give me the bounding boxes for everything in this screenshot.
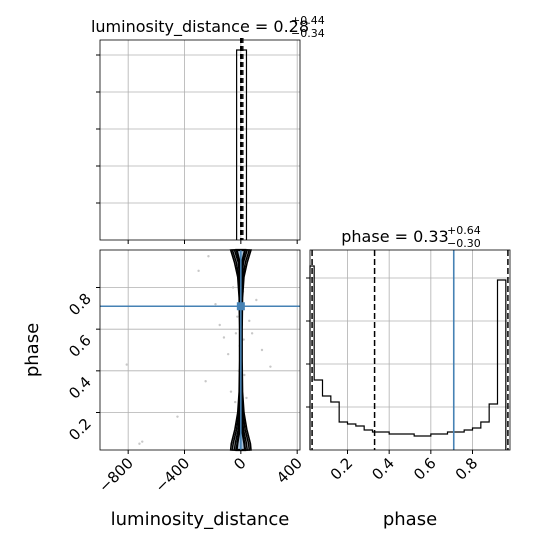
- scatter-point-32: [255, 298, 258, 302]
- tick-label-x-3: 0.8: [452, 454, 482, 484]
- scatter-point-3: [176, 415, 179, 418]
- scatter-point-15: [236, 315, 239, 318]
- luminosity-distance-title-sup: +0.44: [291, 14, 325, 27]
- scatter-point-12: [231, 286, 235, 289]
- tick-label-y-2: 0.6: [65, 331, 95, 361]
- scatter-point-30: [248, 319, 251, 323]
- scatter-point-0: [141, 440, 144, 443]
- scatter-point-33: [260, 348, 264, 352]
- scatter-point-8: [218, 323, 221, 327]
- tick-label-y-1: 0.4: [65, 373, 95, 403]
- scatter-point-2: [125, 363, 128, 366]
- phase-title: phase = 0.33: [341, 227, 448, 246]
- luminosity-distance-title-sub: −0.34: [291, 27, 325, 40]
- phase-title-sup: +0.64: [447, 224, 481, 237]
- scatter-point-11: [229, 390, 233, 393]
- scatter-point-14: [234, 332, 238, 335]
- scatter-point-4: [204, 380, 207, 383]
- x-axis-label-phase: phase: [383, 509, 437, 530]
- tick-label-x-0: −800: [95, 454, 137, 496]
- truth-marker: [236, 302, 245, 311]
- scatter-point-31: [250, 332, 254, 335]
- scatter-point-34: [269, 365, 272, 368]
- tick-label-x-2: 0.6: [410, 454, 440, 484]
- scatter-point-27: [243, 373, 246, 377]
- tick-label-y-3: 0.8: [65, 290, 95, 320]
- scatter-point-7: [214, 302, 217, 306]
- scatter-point-29: [245, 396, 248, 400]
- x-axis-label-luminosity-distance: luminosity_distance: [111, 509, 290, 530]
- tick-label-x-1: 0.4: [368, 454, 398, 484]
- tick-label-x-0: 0.2: [327, 454, 357, 484]
- phase-marginal-panel: phase = 0.33 +0.64 −0.30 0.2 0.4 0.6 0.8: [306, 224, 511, 484]
- axes-frame: [99, 39, 301, 241]
- tick-label-y-0: 0.2: [65, 415, 95, 445]
- tick-label-x-2: 0: [230, 454, 249, 473]
- luminosity-distance-title: luminosity_distance = 0.28: [91, 17, 309, 37]
- tick-label-x-3: 400: [273, 454, 306, 487]
- scatter-point-6: [207, 255, 210, 258]
- histogram-step: [309, 265, 507, 450]
- tick-label-x-1: −400: [151, 454, 193, 496]
- axes-frame: [99, 249, 301, 451]
- luminosity-distance-title-main: luminosity_distance = 0.28: [91, 17, 309, 37]
- scatter-point-13: [234, 400, 237, 404]
- scatter-point-5: [197, 269, 200, 273]
- y-axis-label-phase: phase: [22, 323, 43, 377]
- luminosity-distance-marginal-panel: luminosity_distance = 0.28 +0.44 −0.34: [91, 14, 325, 244]
- joint-panel: −800 −400 0 400 0.2 0.4 0.6 0.8: [65, 248, 306, 496]
- phase-title-sub: −0.30: [447, 237, 481, 250]
- scatter-point-1: [138, 442, 141, 445]
- scatter-point-9: [222, 336, 226, 339]
- scatter-point-26: [242, 338, 245, 341]
- phase-title-main: phase = 0.33: [341, 227, 448, 246]
- scatter-point-10: [226, 352, 230, 356]
- axes-frame: [309, 249, 511, 451]
